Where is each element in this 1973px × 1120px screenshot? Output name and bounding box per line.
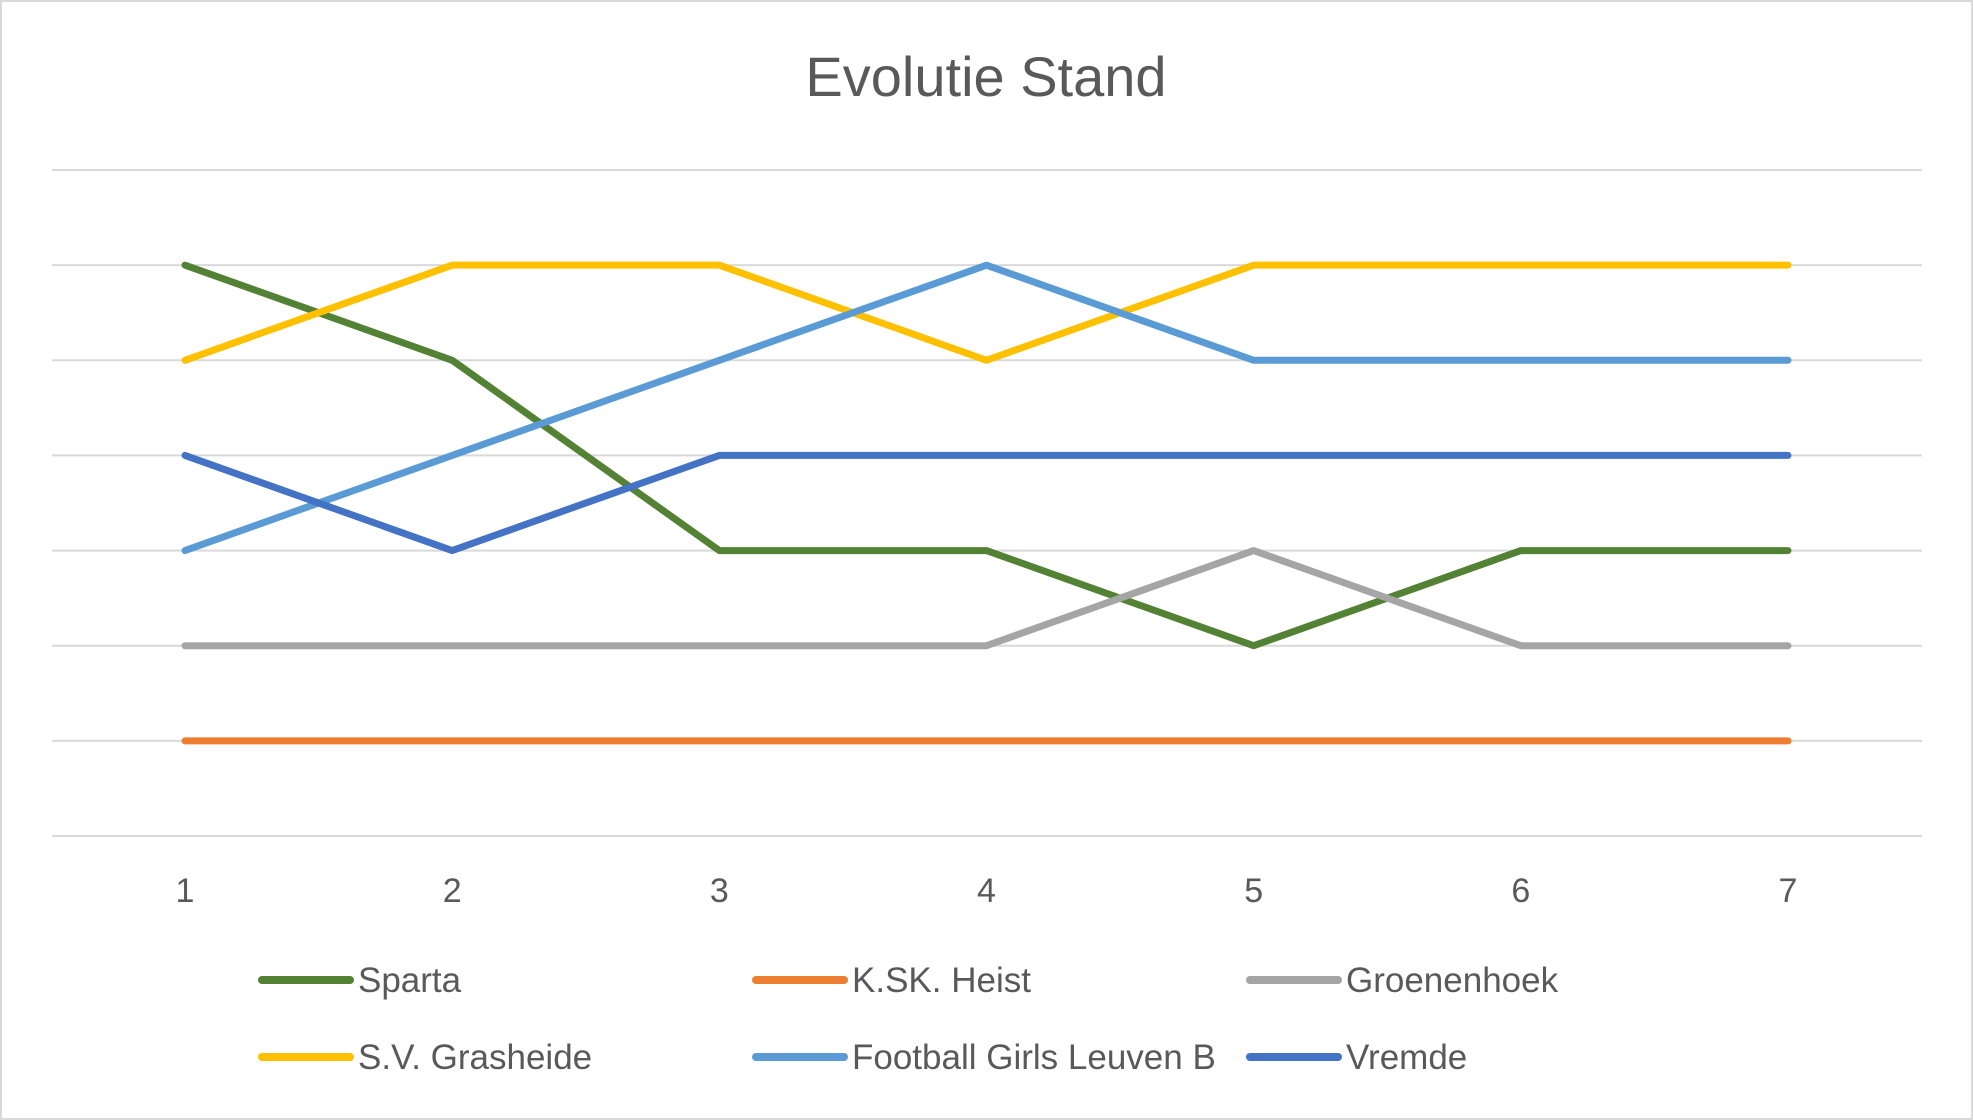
legend-item: Sparta (258, 961, 462, 1000)
x-tick-label: 5 (1244, 872, 1263, 910)
x-tick-label: 7 (1779, 872, 1798, 910)
legend-label: Football Girls Leuven B (852, 1038, 1216, 1077)
legend-item: S.V. Grasheide (258, 1038, 592, 1077)
legend-item: Football Girls Leuven B (752, 1038, 1216, 1077)
legend-item: K.SK. Heist (752, 961, 1031, 1000)
x-tick-label: 3 (710, 872, 729, 910)
x-tick-label: 4 (977, 872, 996, 910)
legend-label: Groenenhoek (1346, 961, 1559, 1000)
series-line (181, 261, 1792, 555)
series-line (181, 261, 1792, 364)
legend-label: S.V. Grasheide (358, 1038, 592, 1077)
x-axis-ticks: 1 2 3 4 5 6 7 (176, 872, 1798, 910)
chart-title: Evolutie Stand (805, 45, 1166, 108)
x-tick-label: 2 (443, 872, 462, 910)
legend: Sparta K.SK. Heist Groenenhoek S.V. Grashei… (258, 961, 1559, 1077)
series-lines (181, 261, 1792, 745)
legend-label: K.SK. Heist (852, 961, 1031, 1000)
x-tick-label: 6 (1511, 872, 1530, 910)
legend-label: Sparta (358, 961, 462, 1000)
legend-label: Vremde (1346, 1038, 1467, 1077)
legend-item: Groenenhoek (1246, 961, 1559, 1000)
series-line (181, 451, 1792, 555)
legend-item: Vremde (1246, 1038, 1467, 1077)
series-line (181, 261, 1792, 650)
x-tick-label: 1 (176, 872, 195, 910)
series-line (181, 547, 1792, 650)
gridlines (52, 169, 1922, 837)
